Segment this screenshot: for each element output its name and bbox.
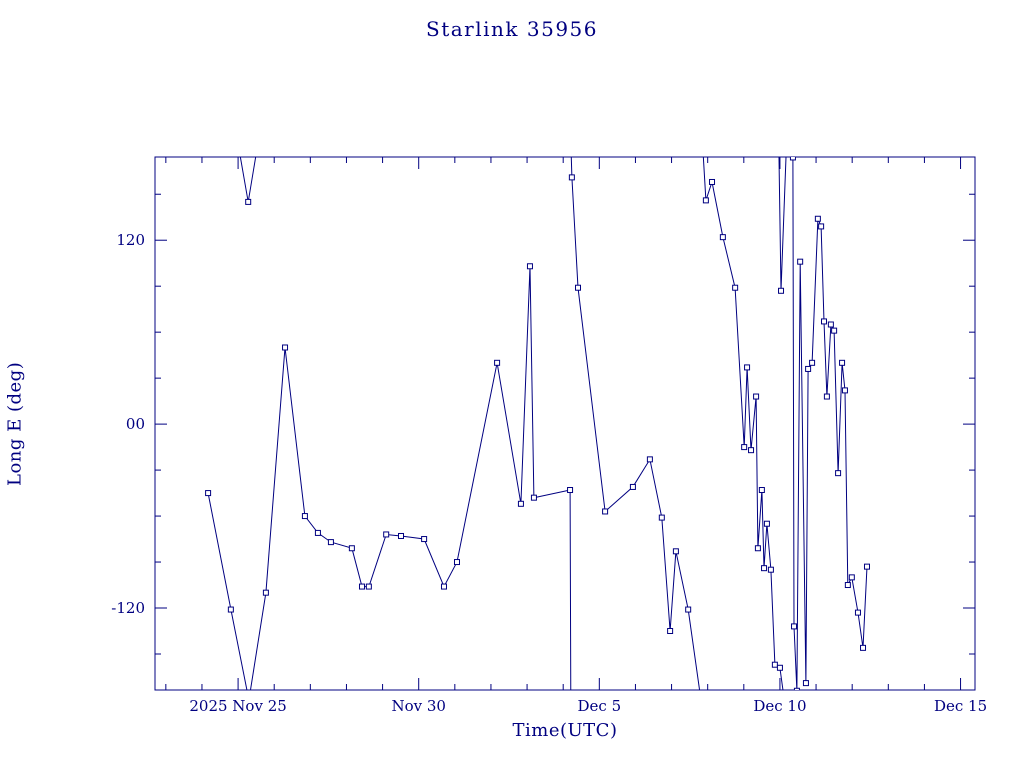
svg-text:Dec 5: Dec 5: [578, 697, 622, 715]
svg-text:-120: -120: [111, 599, 145, 617]
svg-text:2025 Nov 25: 2025 Nov 25: [189, 697, 286, 715]
chart-title: Starlink 35956: [426, 17, 598, 41]
x-axis-label: Time(UTC): [512, 720, 618, 741]
svg-text:Nov 30: Nov 30: [391, 697, 446, 715]
svg-text:120: 120: [116, 231, 145, 249]
svg-text:00: 00: [126, 415, 145, 433]
svg-text:Dec 15: Dec 15: [934, 697, 987, 715]
svg-text:Dec 10: Dec 10: [753, 697, 806, 715]
